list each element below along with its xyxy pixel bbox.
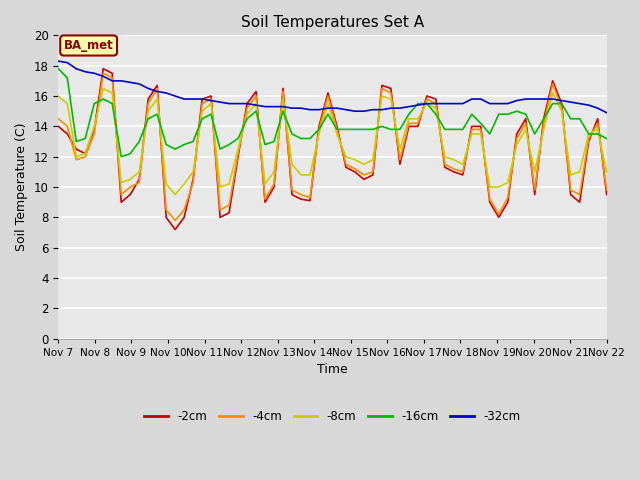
-32cm [54, 58, 62, 64]
-8cm [603, 169, 611, 175]
-4cm [549, 81, 557, 87]
-16cm [54, 66, 62, 72]
-2cm [108, 71, 116, 76]
-4cm [405, 120, 413, 126]
-2cm [405, 123, 413, 129]
-4cm [108, 75, 116, 81]
-32cm [198, 96, 206, 102]
Legend: -2cm, -4cm, -8cm, -16cm, -32cm: -2cm, -4cm, -8cm, -16cm, -32cm [140, 405, 525, 428]
-32cm [594, 105, 602, 111]
-32cm [531, 96, 538, 102]
Line: -2cm: -2cm [58, 69, 607, 229]
-32cm [99, 73, 107, 79]
-2cm [216, 215, 224, 220]
X-axis label: Time: Time [317, 363, 348, 376]
-16cm [99, 96, 107, 102]
-4cm [603, 187, 611, 193]
-2cm [603, 192, 611, 197]
-8cm [180, 181, 188, 187]
-4cm [54, 116, 62, 121]
-8cm [99, 85, 107, 91]
-4cm [180, 207, 188, 213]
-2cm [99, 66, 107, 72]
-8cm [549, 90, 557, 96]
-16cm [333, 127, 340, 132]
-16cm [117, 154, 125, 159]
Line: -4cm: -4cm [58, 73, 607, 220]
-8cm [216, 184, 224, 190]
-2cm [172, 227, 179, 232]
Y-axis label: Soil Temperature (C): Soil Temperature (C) [15, 123, 28, 252]
-8cm [342, 154, 350, 159]
-4cm [172, 217, 179, 223]
-32cm [387, 105, 395, 111]
-8cm [54, 93, 62, 99]
-2cm [549, 78, 557, 84]
Line: -8cm: -8cm [58, 88, 607, 194]
-4cm [342, 161, 350, 167]
-16cm [172, 146, 179, 152]
-8cm [108, 90, 116, 96]
-4cm [216, 207, 224, 213]
Text: BA_met: BA_met [64, 39, 113, 52]
-16cm [540, 116, 548, 121]
-16cm [207, 111, 215, 117]
Line: -32cm: -32cm [58, 61, 607, 113]
-16cm [396, 127, 404, 132]
-16cm [603, 136, 611, 142]
Title: Soil Temperatures Set A: Soil Temperatures Set A [241, 15, 424, 30]
-2cm [342, 165, 350, 170]
-8cm [405, 116, 413, 121]
Line: -16cm: -16cm [58, 69, 607, 156]
-2cm [180, 215, 188, 220]
-2cm [54, 123, 62, 129]
-4cm [99, 71, 107, 76]
-8cm [172, 192, 179, 197]
-32cm [163, 90, 170, 96]
-32cm [603, 110, 611, 116]
